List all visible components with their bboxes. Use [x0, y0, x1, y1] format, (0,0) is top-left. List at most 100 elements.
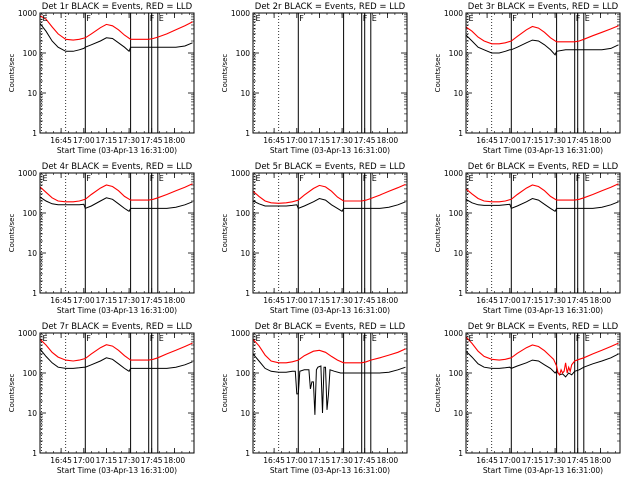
flag-label: E: [585, 174, 590, 183]
series-line-events: [39, 196, 193, 213]
flag-label: E: [159, 14, 164, 23]
y-tick-label: 10: [240, 89, 250, 98]
flag-label: E: [256, 174, 261, 183]
x-tick-label: 17:30: [118, 296, 140, 305]
x-tick-label: 17:30: [331, 296, 353, 305]
panel-8: Det 8r BLACK = Events, RED = LLD 16:45 17:…: [221, 322, 408, 475]
flag-label: F: [363, 14, 368, 23]
x-tick-label: 16:45: [263, 456, 285, 465]
y-tick-label: 100: [23, 49, 38, 58]
x-tick-label: 17:30: [544, 136, 566, 145]
y-tick-label: 10: [453, 409, 463, 418]
series-line-lld: [252, 183, 406, 204]
x-axis-label: Start Time (03-Apr-13 16:31:00): [483, 466, 603, 475]
x-tick-label: 17:15: [309, 456, 331, 465]
x-tick-label: 17:30: [118, 136, 140, 145]
plot-frame: [465, 12, 621, 134]
flag-label: F: [576, 14, 581, 23]
y-tick-label: 1: [458, 129, 463, 138]
panel-title: Det 3r BLACK = Events, RED = LLD: [468, 2, 619, 12]
y-tick-label: 10: [453, 89, 463, 98]
x-tick-label: 17:15: [96, 136, 118, 145]
x-tick-label: 17:45: [354, 456, 376, 465]
x-tick-label: 17:45: [354, 296, 376, 305]
flag-label: F: [512, 14, 517, 23]
series-line-events: [252, 353, 406, 415]
flag-label: F: [363, 174, 368, 183]
x-tick-label: 17:30: [544, 456, 566, 465]
y-tick-label: 1000: [18, 329, 37, 338]
panel-title: Det 9r BLACK = Events, RED = LLD: [468, 322, 619, 332]
x-tick-label: 17:00: [286, 136, 308, 145]
y-tick-label: 10: [240, 409, 250, 418]
y-tick-label: 100: [236, 369, 251, 378]
flag-label: F: [363, 334, 368, 343]
y-axis-label: Counts/sec: [434, 54, 442, 93]
y-tick-label: 100: [236, 209, 251, 218]
y-tick-label: 1000: [444, 169, 463, 178]
x-tick-label: 17:45: [141, 456, 163, 465]
x-tick-label: 17:45: [567, 296, 589, 305]
y-axis-label: Counts/sec: [221, 374, 229, 413]
y-axis-label: Counts/sec: [8, 54, 16, 93]
y-tick-label: 100: [449, 49, 464, 58]
x-tick-label: 18:00: [377, 456, 399, 465]
series-line-lld: [39, 338, 193, 362]
x-tick-label: 16:45: [263, 296, 285, 305]
x-tick-label: 17:00: [286, 296, 308, 305]
flag-label: F: [150, 174, 155, 183]
flag-label: E: [469, 14, 474, 23]
y-tick-label: 10: [240, 249, 250, 258]
x-tick-label: 17:15: [96, 296, 118, 305]
panel-title: Det 8r BLACK = Events, RED = LLD: [255, 322, 406, 332]
x-axis-label: Start Time (03-Apr-13 16:31:00): [270, 466, 390, 475]
flag-label: F: [299, 174, 304, 183]
series-line-lld: [465, 183, 619, 203]
x-tick-label: 18:00: [377, 296, 399, 305]
y-tick-label: 1: [245, 449, 250, 458]
flag-label: F: [150, 14, 155, 23]
flag-label: F: [150, 334, 155, 343]
y-tick-label: 10: [27, 409, 37, 418]
x-tick-label: 18:00: [377, 136, 399, 145]
series-line-events: [39, 348, 193, 373]
panel-title: Det 2r BLACK = Events, RED = LLD: [255, 2, 406, 12]
y-axis-label: Counts/sec: [8, 214, 16, 253]
y-axis-label: Counts/sec: [434, 374, 442, 413]
series-line-events: [39, 23, 193, 53]
flag-label: E: [585, 14, 590, 23]
x-tick-label: 17:45: [567, 456, 589, 465]
x-tick-label: 16:45: [263, 136, 285, 145]
y-tick-label: 1000: [231, 329, 250, 338]
y-tick-label: 1000: [444, 329, 463, 338]
series-line-lld: [465, 336, 619, 376]
y-tick-label: 1: [32, 129, 37, 138]
flag-label: F: [86, 174, 91, 183]
x-tick-label: 17:00: [499, 136, 521, 145]
y-tick-label: 1: [32, 289, 37, 298]
x-tick-label: 17:00: [73, 456, 95, 465]
series-line-lld: [252, 338, 406, 364]
y-tick-label: 100: [23, 369, 38, 378]
series-line-events: [465, 34, 619, 56]
y-tick-label: 1000: [18, 169, 37, 178]
y-tick-label: 10: [27, 249, 37, 258]
y-axis-label: Counts/sec: [434, 214, 442, 253]
x-tick-label: 18:00: [164, 296, 186, 305]
x-axis-label: Start Time (03-Apr-13 16:31:00): [57, 466, 177, 475]
flag-label: E: [256, 334, 261, 343]
x-tick-label: 17:15: [309, 296, 331, 305]
x-tick-label: 17:15: [522, 296, 544, 305]
x-tick-label: 17:30: [118, 456, 140, 465]
y-tick-label: 100: [236, 49, 251, 58]
flag-label: E: [469, 334, 474, 343]
x-tick-label: 17:00: [73, 296, 95, 305]
series-line-events: [252, 197, 406, 213]
plot-frame: [465, 332, 621, 454]
x-tick-label: 17:45: [141, 296, 163, 305]
